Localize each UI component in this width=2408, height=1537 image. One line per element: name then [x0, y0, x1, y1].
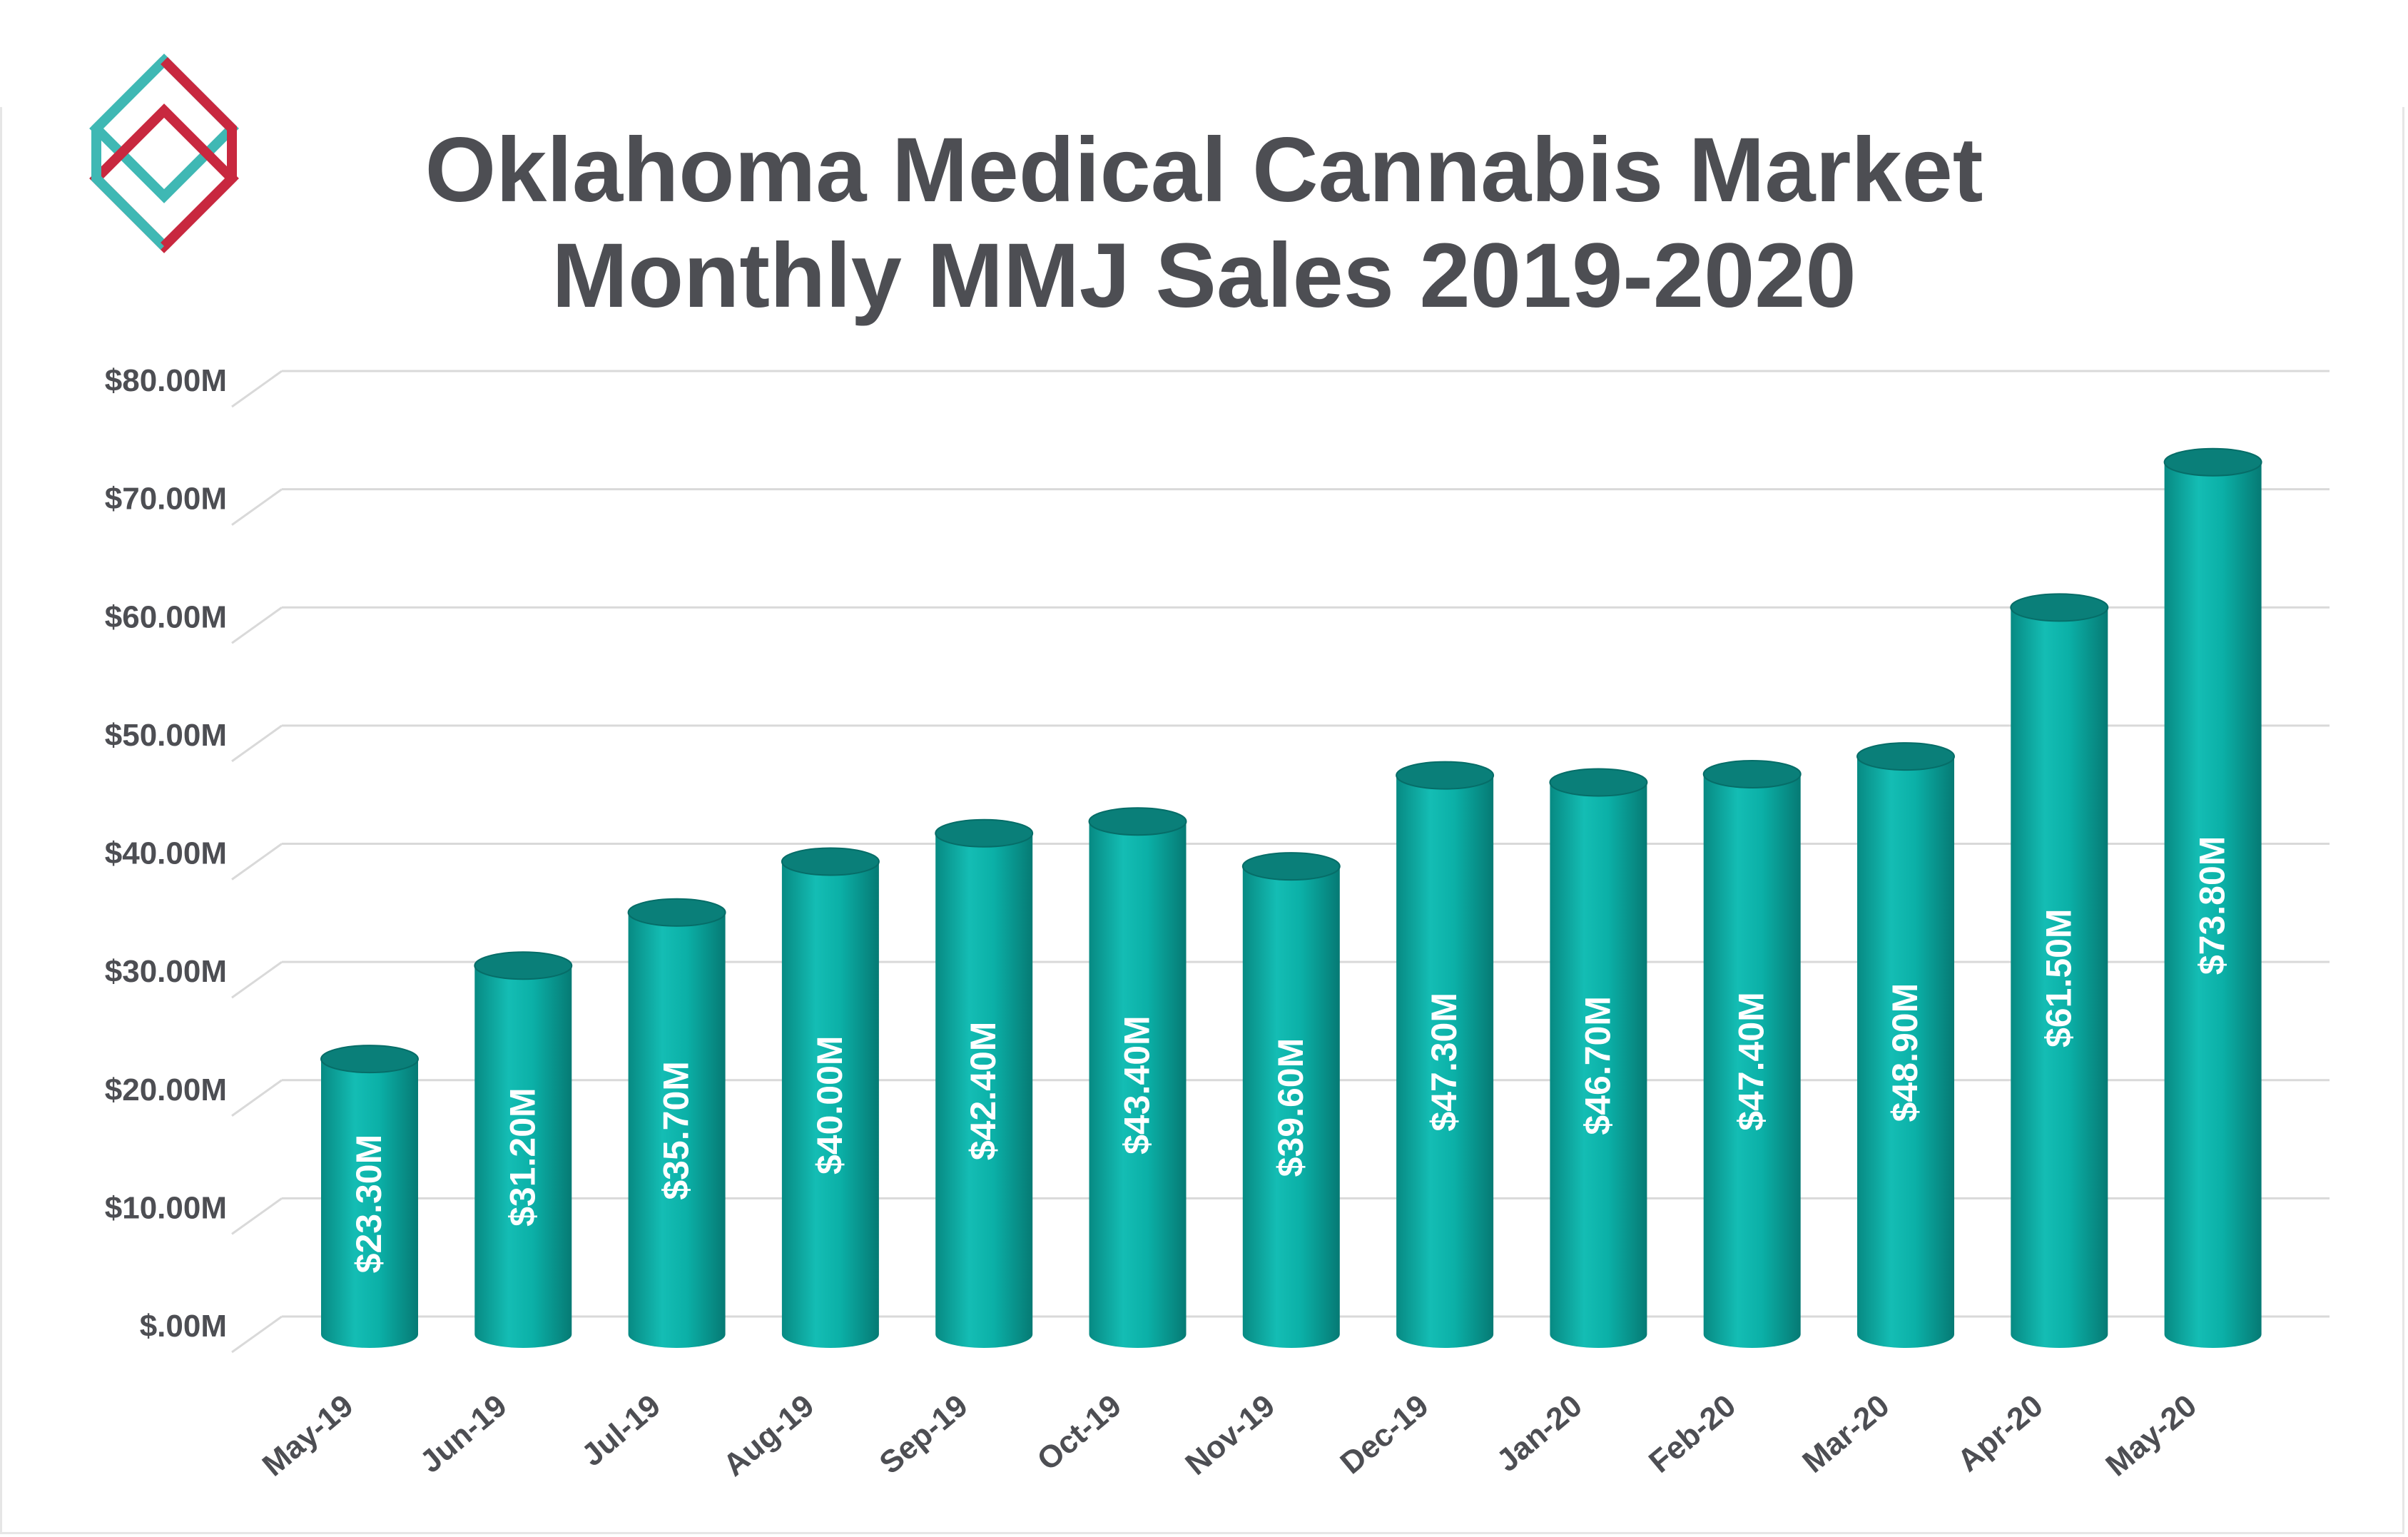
- y-tick-label: $70.00M: [105, 482, 227, 517]
- bar: [781, 861, 879, 1348]
- bar-top-cap: [1241, 852, 1341, 881]
- x-tick-label: Oct-19: [1031, 1388, 1128, 1478]
- y-axis-tick-labels: $.00M $10.00M $20.00M $30.00M $40.00M $50.00M…: [105, 363, 227, 1344]
- chart-subtitle: Monthly MMJ Sales 2019-2020: [552, 225, 1856, 327]
- bar: [1550, 782, 1647, 1348]
- gridline-diagonal: [231, 488, 283, 526]
- y-tick-label: $.00M: [140, 1309, 227, 1344]
- bar-group: $48.90M: [1856, 742, 1955, 1348]
- gridline-diagonal: [231, 1315, 283, 1354]
- x-tick-label: Sep-19: [873, 1388, 975, 1481]
- x-tick-label: Jan-20: [1490, 1388, 1589, 1478]
- bar-top-cap: [320, 1045, 419, 1074]
- bar-group: $31.20M: [474, 951, 573, 1348]
- x-tick-label: Feb-20: [1642, 1388, 1742, 1480]
- bar-group: $35.70M: [627, 898, 726, 1348]
- bar: [935, 833, 1033, 1348]
- bar: [1857, 756, 1954, 1348]
- gridline-diagonal: [231, 724, 283, 763]
- x-axis-tick-labels: May-19 Jun-19 Jul-19 Aug-19 Sep-19 Oct-19 Nov-…: [256, 1388, 2203, 1483]
- x-tick-label: Jun-19: [414, 1388, 514, 1480]
- bar: [474, 965, 572, 1348]
- chart-title: Oklahoma Medical Cannabis Market: [425, 119, 1983, 221]
- bar-top-cap: [1702, 759, 1802, 788]
- bar: [1396, 775, 1494, 1348]
- bar-group: $73.80M: [2163, 447, 2262, 1348]
- bar-group: $47.40M: [1702, 759, 1802, 1348]
- bar-data-label: $43.40M: [1117, 1015, 1157, 1155]
- bar: [628, 912, 726, 1348]
- diamond-logo-icon: [89, 54, 239, 253]
- bar-data-label: $47.40M: [1732, 992, 1772, 1131]
- bar-top-cap: [1396, 761, 1495, 790]
- bar-top-cap: [1088, 807, 1187, 836]
- y-tick-label: $50.00M: [105, 718, 227, 753]
- bar-data-label: $61.50M: [2038, 908, 2078, 1048]
- bar-data-label: $23.30M: [349, 1135, 389, 1274]
- bar-group: $23.30M: [320, 1045, 419, 1348]
- bar-top-cap: [1549, 768, 1648, 797]
- x-tick-label: Mar-20: [1796, 1388, 1896, 1480]
- bar: [1242, 866, 1340, 1348]
- bar: [1089, 821, 1187, 1348]
- bar-group: $46.70M: [1549, 768, 1648, 1348]
- bar-top-cap: [2010, 593, 2109, 622]
- bar-group: $43.40M: [1088, 807, 1187, 1348]
- bar-group: $40.00M: [781, 847, 880, 1348]
- bar-data-label: $40.00M: [810, 1035, 850, 1175]
- bar-top-cap: [474, 951, 573, 980]
- gridline-diagonal: [231, 370, 283, 408]
- gridline-diagonal: [231, 1079, 283, 1117]
- bar: [2164, 462, 2262, 1348]
- bar-data-label: $42.40M: [963, 1022, 1003, 1161]
- bar: [321, 1059, 418, 1348]
- gridline-diagonal: [231, 843, 283, 881]
- gridline-diagonal: [231, 607, 283, 644]
- y-tick-label: $60.00M: [105, 599, 227, 634]
- x-tick-label: Aug-19: [717, 1388, 821, 1483]
- x-tick-label: Apr-20: [1951, 1388, 2049, 1478]
- y-tick-label: $40.00M: [105, 836, 227, 871]
- bar: [1703, 773, 1801, 1348]
- y-tick-label: $20.00M: [105, 1072, 227, 1107]
- bar-data-label: $73.80M: [2193, 836, 2232, 975]
- gridline-diagonal: [231, 960, 283, 999]
- bar-group: $39.60M: [1241, 852, 1341, 1348]
- bar-data-label: $39.60M: [1271, 1038, 1311, 1177]
- bar-top-cap: [1856, 742, 1955, 771]
- x-tick-label: Nov-19: [1179, 1388, 1281, 1482]
- x-tick-label: May-20: [2099, 1388, 2203, 1483]
- bar-top-cap: [627, 898, 726, 927]
- y-tick-label: $80.00M: [105, 363, 227, 398]
- gridline-diagonal: [231, 1197, 283, 1235]
- bar-group: $61.50M: [2010, 593, 2109, 1348]
- x-tick-label: May-19: [256, 1388, 360, 1483]
- bar-top-cap: [2163, 447, 2262, 477]
- chart-title-block: Oklahoma Medical Cannabis Market Monthly…: [0, 118, 2408, 329]
- bar-top-cap: [935, 818, 1034, 848]
- x-tick-label: Jul-19: [575, 1388, 667, 1473]
- bar-group: $47.30M: [1396, 761, 1495, 1348]
- bar: [2011, 607, 2108, 1348]
- bars: $23.30M $31.20M $35.70M $40.00M $42.40M $43.4…: [320, 447, 2262, 1348]
- bar-data-label: $46.70M: [1578, 996, 1617, 1135]
- bar-top-cap: [781, 847, 880, 876]
- y-tick-label: $30.00M: [105, 954, 227, 989]
- bar-group: $42.40M: [935, 818, 1034, 1348]
- bar-data-label: $35.70M: [656, 1061, 696, 1200]
- x-tick-label: Dec-19: [1333, 1388, 1435, 1481]
- bar-data-label: $31.20M: [502, 1087, 542, 1227]
- bar-data-label: $48.90M: [1885, 983, 1925, 1122]
- chart-frame: [0, 107, 2404, 1534]
- bar-data-label: $47.30M: [1424, 993, 1464, 1132]
- y-tick-label: $10.00M: [105, 1190, 227, 1225]
